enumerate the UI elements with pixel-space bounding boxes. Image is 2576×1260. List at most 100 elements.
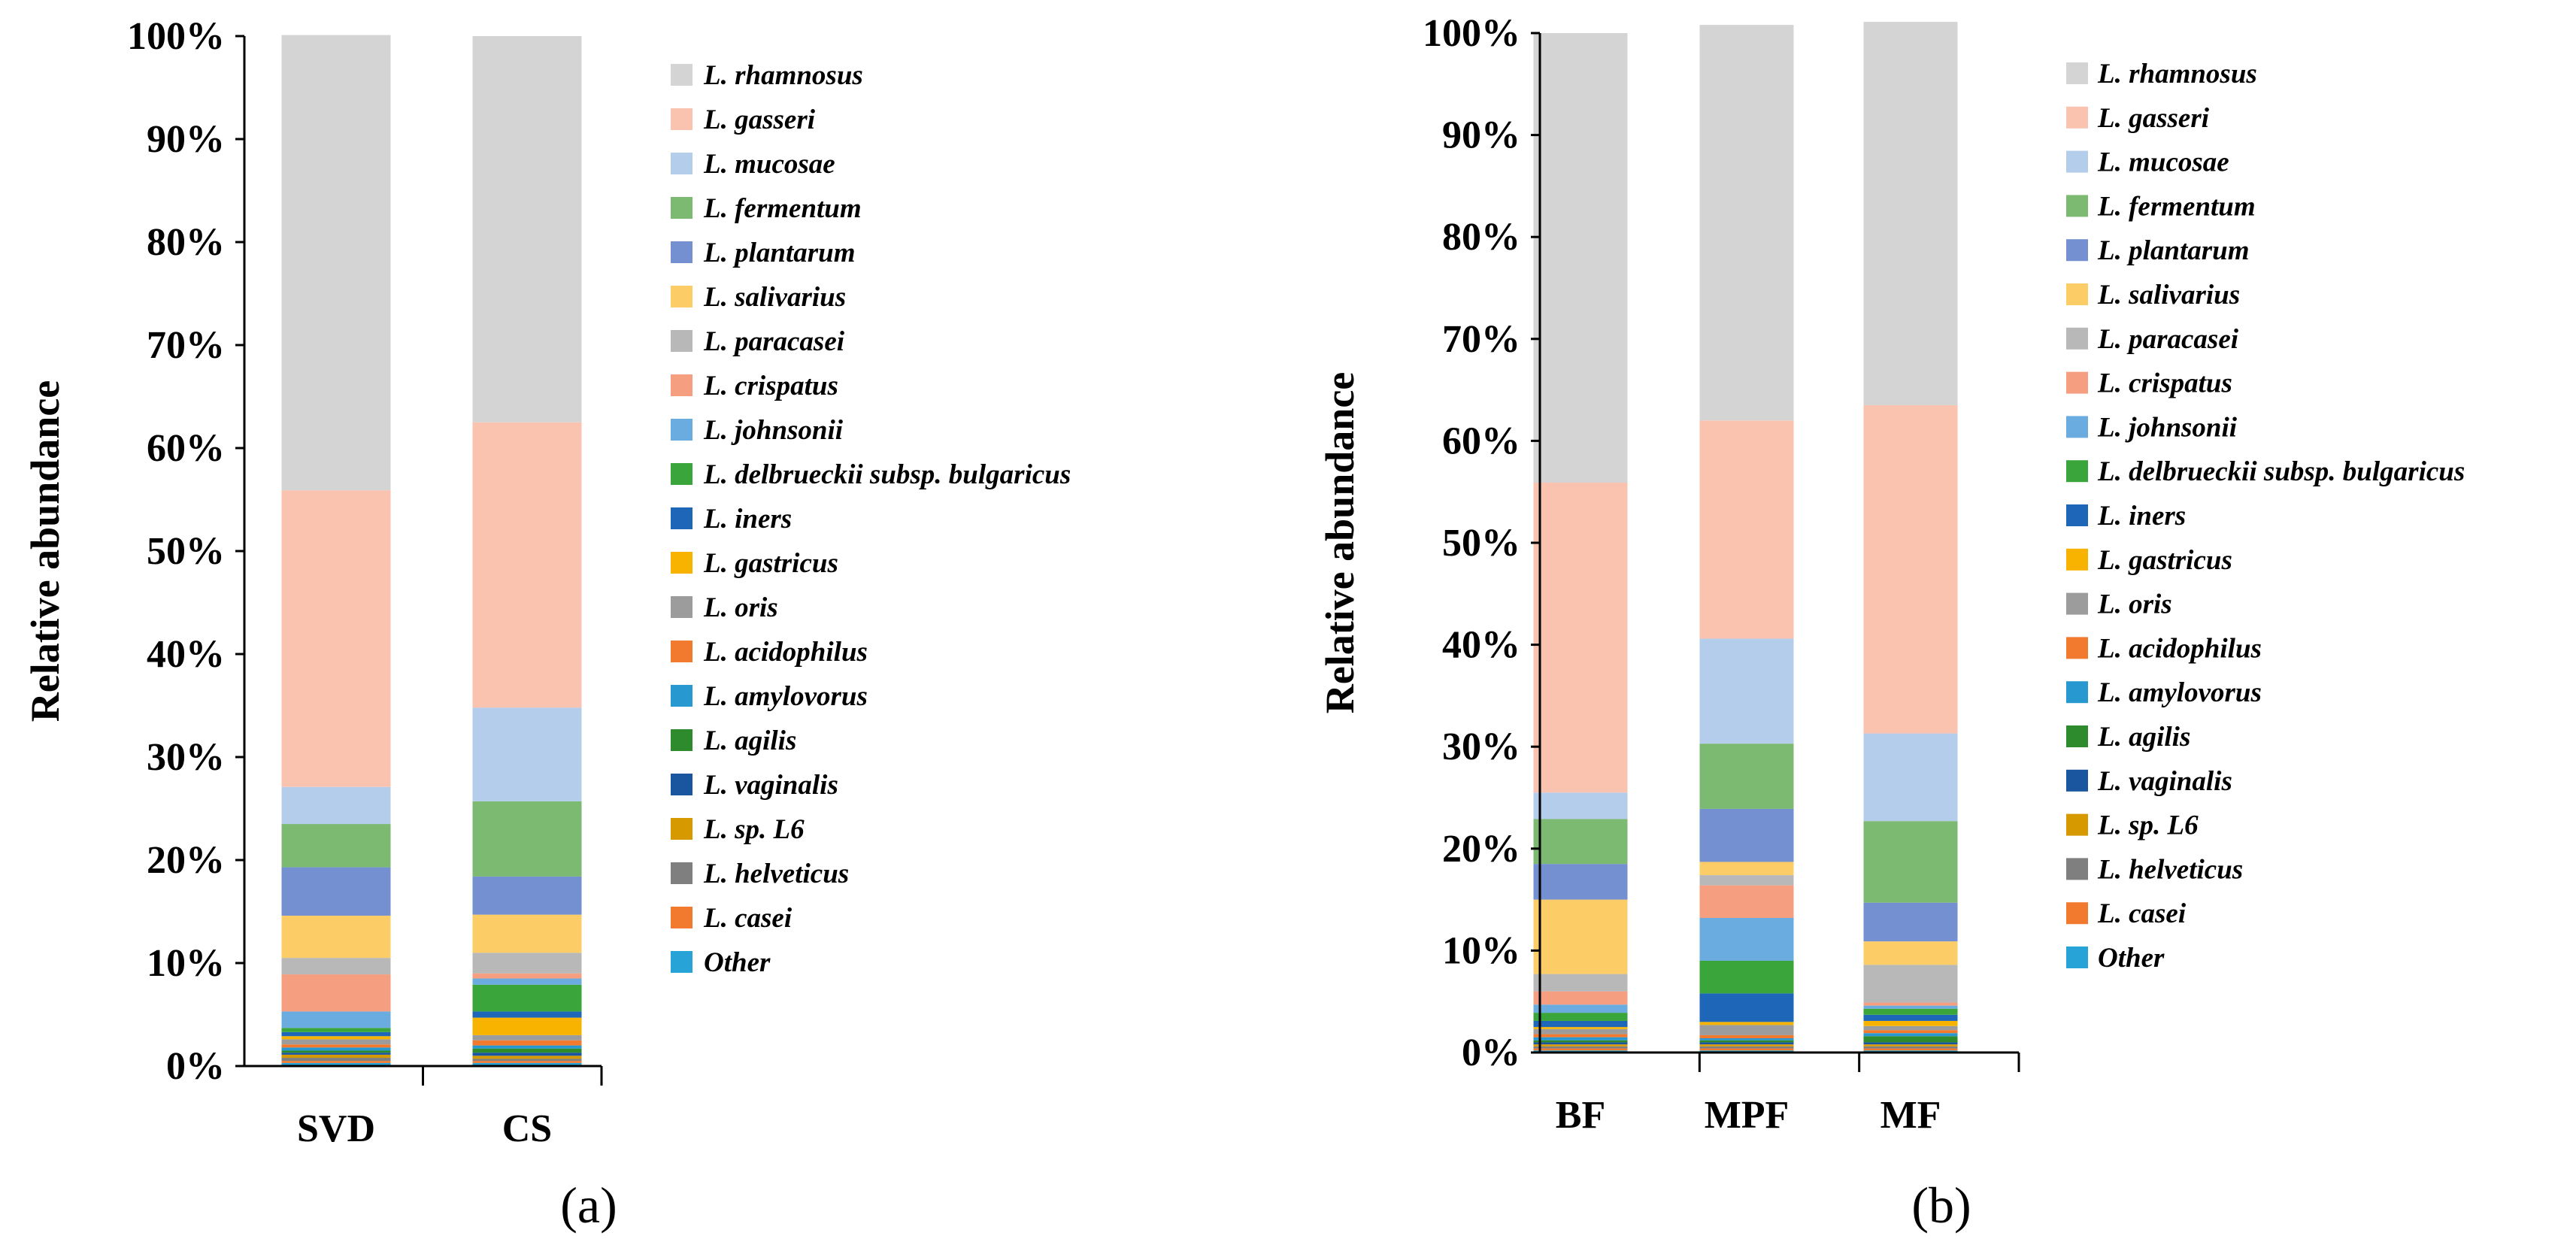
legend-swatch-l-gastricus (671, 552, 692, 574)
legend-label-l-fermentum: L. fermentum (703, 193, 862, 224)
legend-swatch-l-plantarum (671, 241, 692, 263)
bar-segment-svd-l-paracasei (281, 958, 391, 975)
legend-swatch-l-helveticus (2066, 858, 2088, 880)
y-tick-label: 30% (1442, 725, 1520, 768)
bar-segment-cs-other (472, 1062, 582, 1066)
bar-segment-svd-l-fermentum (281, 824, 391, 868)
legend-swatch-l-crispatus (2066, 371, 2088, 394)
bar-segment-svd-other (281, 1062, 391, 1066)
bar-segment-mpf-l-vaginalis (1699, 1042, 1794, 1045)
bar-segment-mf-l-mucosae (1863, 733, 1958, 822)
bar-segment-svd-l-vaginalis (281, 1053, 391, 1055)
legend-swatch-l-casei (2066, 902, 2088, 925)
bar-segment-mpf-l-salivarius (1699, 862, 1794, 876)
bar-segment-cs-l-gastricus (472, 1017, 582, 1035)
legend-swatch-l-gastricus (2066, 548, 2088, 571)
bar-segment-bf-l-crispatus (1533, 991, 1628, 1005)
y-tick-label: 40% (1442, 624, 1520, 667)
bar-segment-mf-l-oris (1863, 1025, 1958, 1031)
bar-segment-bf-l-iners (1533, 1020, 1628, 1028)
bar-segment-bf-l-plantarum (1533, 864, 1628, 900)
bar-segment-cs-l-acidophilus (472, 1040, 582, 1046)
legend-label-l-johnsonii: L. johnsonii (703, 415, 844, 446)
legend-label-l-salivarius: L. salivarius (703, 282, 846, 313)
bar-segment-mf-l-gasseri (1863, 404, 1958, 734)
legend-swatch-l-fermentum (2066, 195, 2088, 217)
legend-swatch-l-fermentum (671, 197, 692, 219)
bar-segment-svd-l-gastricus (281, 1036, 391, 1040)
legend-swatch-l-paracasei (2066, 327, 2088, 350)
y-tick-label: 50% (147, 530, 225, 573)
x-tick-label: MF (1880, 1094, 1941, 1137)
bar-segment-svd-l-crispatus (281, 974, 391, 1012)
legend-label-l-rhamnosus: L. rhamnosus (2097, 59, 2257, 89)
y-tick-label: 90% (147, 118, 225, 161)
legend-label-l-crispatus: L. crispatus (703, 371, 838, 401)
bar-segment-cs-l-amylovorus (472, 1045, 582, 1049)
legend-label-l-delbrueckii-subsp-bulgaricus: L. delbrueckii subsp. bulgaricus (703, 459, 1071, 490)
legend-label-l-johnsonii: L. johnsonii (2097, 412, 2238, 443)
bar-segment-mpf-l-acidophilus (1699, 1034, 1794, 1039)
legend-label-l-iners: L. iners (703, 504, 792, 535)
legend-swatch-l-delbrueckii-subsp-bulgaricus (2066, 460, 2088, 483)
bar-segment-svd-l-agilis (281, 1050, 391, 1053)
bar-segment-svd-l-johnsonii (281, 1011, 391, 1028)
bar-segment-mf-l-amylovorus (1863, 1033, 1958, 1037)
bar-stack-svd (281, 35, 391, 1066)
bar-segment-svd-l-sp-l6 (281, 1054, 391, 1059)
y-tick-label: 10% (147, 942, 225, 985)
bar-segment-svd-l-salivarius (281, 915, 391, 959)
bar-segment-bf-l-casei (1533, 1048, 1628, 1051)
legend-swatch-l-vaginalis (671, 774, 692, 795)
legend-label-l-gasseri: L. gasseri (2097, 103, 2210, 134)
y-tick-label: 50% (1442, 522, 1520, 565)
bar-stack-cs (472, 36, 582, 1066)
chart-panel-a: 0% 10% 20% 30% 40% 50% 60% 70% 80% 90% 100% SVD CS Re… (23, 15, 1071, 1234)
bar-segment-svd-l-plantarum (281, 867, 391, 916)
bar-stack-bf (1533, 33, 1628, 1053)
y-tick-label: 60% (147, 427, 225, 470)
bar-segment-bf-l-oris (1533, 1028, 1628, 1034)
legend-label-l-sp-l6: L. sp. L6 (2097, 810, 2199, 841)
legend-swatch-l-rhamnosus (671, 64, 692, 86)
bar-segment-mpf-l-crispatus (1699, 885, 1794, 919)
bar-segment-bf-l-fermentum (1533, 819, 1628, 865)
legend-label-other: Other (2098, 943, 2165, 974)
bar-segment-svd-l-iners (281, 1031, 391, 1037)
legend-label-l-casei: L. casei (703, 903, 792, 934)
legend-swatch-l-johnsonii (2066, 416, 2088, 438)
bar-segment-mf-l-plantarum (1863, 902, 1958, 942)
legend-swatch-l-iners (2066, 504, 2088, 526)
legend-label-l-acidophilus: L. acidophilus (703, 637, 868, 668)
bar-segment-mf-l-crispatus (1863, 1002, 1958, 1006)
bar-segment-cs-l-agilis (472, 1048, 582, 1053)
bar-segment-cs-l-rhamnosus (472, 36, 582, 423)
legend-swatch-l-johnsonii (671, 419, 692, 441)
legend-swatch-l-vaginalis (2066, 769, 2088, 792)
y-axis-title: Relative abundance (1317, 372, 1362, 714)
bar-segment-svd-l-acidophilus (281, 1044, 391, 1048)
y-tick-label: 100% (127, 15, 225, 58)
bar-segment-cs-l-sp-l6 (472, 1056, 582, 1059)
legend-label-l-delbrueckii-subsp-bulgaricus: L. delbrueckii subsp. bulgaricus (2097, 456, 2465, 487)
bar-segment-cs-l-delbrueckii-subsp-bulgaricus (472, 984, 582, 1012)
bar-segment-svd-l-amylovorus (281, 1047, 391, 1051)
legend-swatch-l-salivarius (671, 286, 692, 307)
legend-swatch-l-sp-l6 (2066, 813, 2088, 836)
bar-segment-cs-l-salivarius (472, 914, 582, 953)
legend-swatch-l-delbrueckii-subsp-bulgaricus (671, 463, 692, 485)
bar-segment-mf-l-salivarius (1863, 941, 1958, 965)
y-tick-label: 80% (1442, 216, 1520, 259)
legend-swatch-l-rhamnosus (2066, 62, 2088, 84)
legend-label-l-mucosae: L. mucosae (2097, 147, 2229, 178)
bar-segment-svd-l-oris (281, 1039, 391, 1045)
legend-swatch-l-helveticus (671, 862, 692, 884)
legend-swatch-l-gasseri (671, 108, 692, 130)
bar-segment-mpf-l-casei (1699, 1048, 1794, 1051)
legend-label-l-helveticus: L. helveticus (2097, 854, 2243, 885)
y-tick-label: 90% (1442, 114, 1520, 157)
bar-segment-mpf-l-gasseri (1699, 420, 1794, 639)
legend-label-l-oris: L. oris (2097, 589, 2172, 620)
y-tick-label: 0% (1462, 1031, 1520, 1074)
bar-stack-mf (1863, 22, 1958, 1053)
